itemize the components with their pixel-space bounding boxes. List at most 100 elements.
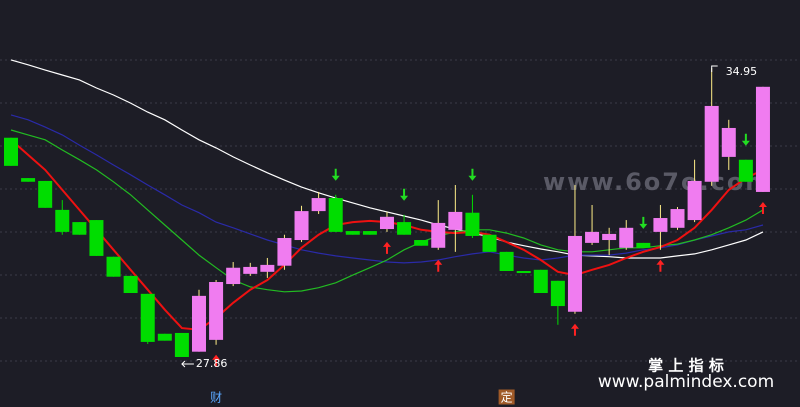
- candle: [602, 227, 617, 256]
- candle-body: [209, 282, 224, 340]
- candle: [328, 194, 343, 232]
- candle: [140, 293, 155, 344]
- sell-signal: [400, 188, 409, 201]
- sell-signal: [741, 133, 750, 146]
- label-box: [498, 389, 515, 405]
- ma-line: [10, 114, 764, 264]
- candle-body: [636, 242, 651, 248]
- ma-line: [10, 129, 764, 293]
- candle-body: [226, 267, 241, 285]
- candle: [345, 231, 360, 235]
- candle-body: [619, 227, 634, 248]
- candle: [174, 332, 189, 357]
- buy-signal: [434, 259, 443, 272]
- candle-body: [465, 212, 480, 236]
- candle: [738, 159, 753, 182]
- candle-body: [106, 256, 121, 277]
- candle: [567, 185, 582, 314]
- candle-body: [243, 266, 258, 274]
- candle: [157, 333, 172, 341]
- candle: [414, 240, 429, 246]
- candle-body: [174, 332, 189, 357]
- x-tick-label: 定: [501, 390, 513, 405]
- high-label: 34.95: [726, 65, 758, 78]
- candle: [516, 271, 531, 274]
- candle: [636, 242, 651, 248]
- buy-signal: [382, 241, 391, 254]
- candle: [106, 256, 121, 277]
- candle-body: [328, 198, 343, 232]
- candle: [431, 200, 446, 250]
- candle: [123, 275, 138, 294]
- low-pointer: [181, 360, 194, 368]
- buy-signal: [212, 354, 221, 367]
- candle-body: [294, 211, 309, 241]
- candle: [226, 262, 241, 287]
- candle-body: [704, 105, 719, 182]
- candle-body: [123, 275, 138, 294]
- candle: [72, 222, 87, 235]
- candle-body: [687, 180, 702, 221]
- candle-body: [414, 240, 429, 246]
- watermark: www.6o7o.com: [543, 168, 772, 196]
- candle: [550, 280, 565, 325]
- candle-body: [482, 234, 497, 252]
- sell-signal: [639, 216, 648, 229]
- candle-body: [21, 178, 36, 182]
- watermark: 掌 上 指 标: [648, 357, 724, 375]
- candle-body: [277, 237, 292, 266]
- buy-signal: [758, 201, 767, 214]
- candle: [55, 200, 70, 235]
- candle-body: [585, 231, 600, 243]
- candle: [670, 207, 685, 230]
- candle-body: [89, 220, 104, 256]
- candle-body: [602, 233, 617, 241]
- candle: [260, 257, 275, 278]
- candle: [311, 191, 326, 214]
- candle-body: [4, 137, 18, 166]
- candle-body: [55, 209, 70, 232]
- candle: [499, 251, 514, 272]
- candle-body: [431, 222, 446, 248]
- candle-body: [550, 280, 565, 307]
- ma-line: [10, 59, 764, 259]
- candle-body: [260, 264, 275, 272]
- candle: [619, 220, 634, 250]
- candle-body: [670, 209, 685, 228]
- candle-body: [140, 293, 155, 342]
- low-label: 27.86: [196, 357, 228, 370]
- candle-body: [345, 231, 360, 235]
- candle-body: [516, 271, 531, 274]
- candle-body: [311, 198, 326, 212]
- candle: [21, 178, 36, 182]
- candle-body: [721, 127, 736, 157]
- candle-body: [499, 251, 514, 272]
- candle: [482, 234, 497, 252]
- candle: [38, 180, 53, 208]
- candle: [89, 220, 104, 256]
- candle-body: [72, 222, 87, 235]
- candle: [191, 289, 206, 352]
- candle: [243, 262, 258, 276]
- candle: [294, 205, 309, 243]
- candle: [379, 211, 394, 232]
- candle: [653, 204, 668, 250]
- candle: [755, 86, 770, 192]
- candle: [362, 231, 377, 235]
- candle: [585, 204, 600, 245]
- candle-body: [567, 235, 582, 312]
- grid: [0, 59, 800, 362]
- candle-body: [738, 159, 753, 182]
- candle-body: [38, 180, 53, 208]
- candle-body: [191, 295, 206, 352]
- plot: 34.95 27.86: [4, 59, 770, 370]
- candle: [687, 159, 702, 223]
- buy-signal: [656, 259, 665, 272]
- sell-signal: [468, 168, 477, 181]
- x-tick-label: 财: [210, 391, 222, 405]
- candle: [397, 214, 412, 235]
- candle-body: [653, 218, 668, 232]
